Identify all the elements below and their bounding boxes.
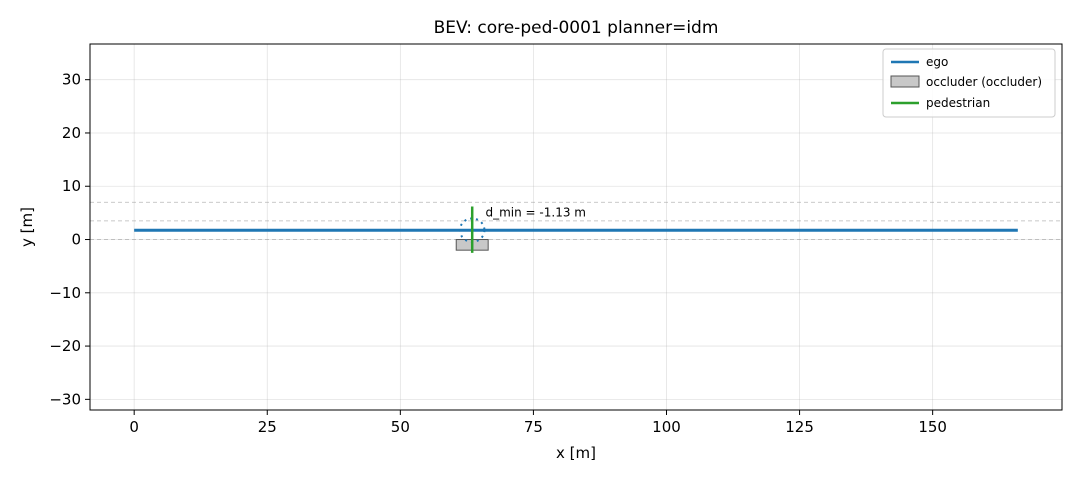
x-tick-label: 25 — [258, 418, 277, 436]
series-layer — [134, 206, 1018, 253]
x-ticks: 0 25 50 75 100 125 150 — [129, 410, 947, 436]
legend-frame — [882, 48, 1056, 118]
legend-swatch-occluder — [890, 75, 920, 88]
y-tick-label: 0 — [71, 231, 81, 249]
y-tick-label: −30 — [49, 390, 81, 408]
y-tick-label: −20 — [49, 337, 81, 355]
legend: ego occluder (occluder) pedestrian — [882, 48, 1056, 118]
legend-label-ego: ego — [926, 55, 948, 69]
x-tick-label: 100 — [652, 418, 681, 436]
x-tick-label: 125 — [785, 418, 814, 436]
plot-frame — [89, 43, 1063, 411]
annotations: d_min = -1.13 m — [486, 206, 586, 220]
y-tick-label: 20 — [62, 124, 81, 142]
chart-title: BEV: core-ped-0001 planner=idm — [434, 18, 719, 38]
x-tick-label: 150 — [918, 418, 947, 436]
y-tick-label: 30 — [62, 71, 81, 89]
x-tick-label: 0 — [129, 418, 139, 436]
x-tick-label: 50 — [391, 418, 410, 436]
legend-label-pedestrian: pedestrian — [926, 96, 990, 110]
y-ticks: −30 −20 −10 0 10 20 30 — [49, 71, 90, 408]
y-tick-label: −10 — [49, 284, 81, 302]
lane-lines — [90, 201, 1062, 240]
x-axis-label: x [m] — [556, 444, 596, 462]
y-axis-label: y [m] — [18, 207, 36, 247]
y-tick-label: 10 — [62, 177, 81, 195]
legend-label-occluder: occluder (occluder) — [926, 75, 1042, 89]
annotation-dmin: d_min = -1.13 m — [486, 206, 586, 220]
x-tick-label: 75 — [524, 418, 543, 436]
